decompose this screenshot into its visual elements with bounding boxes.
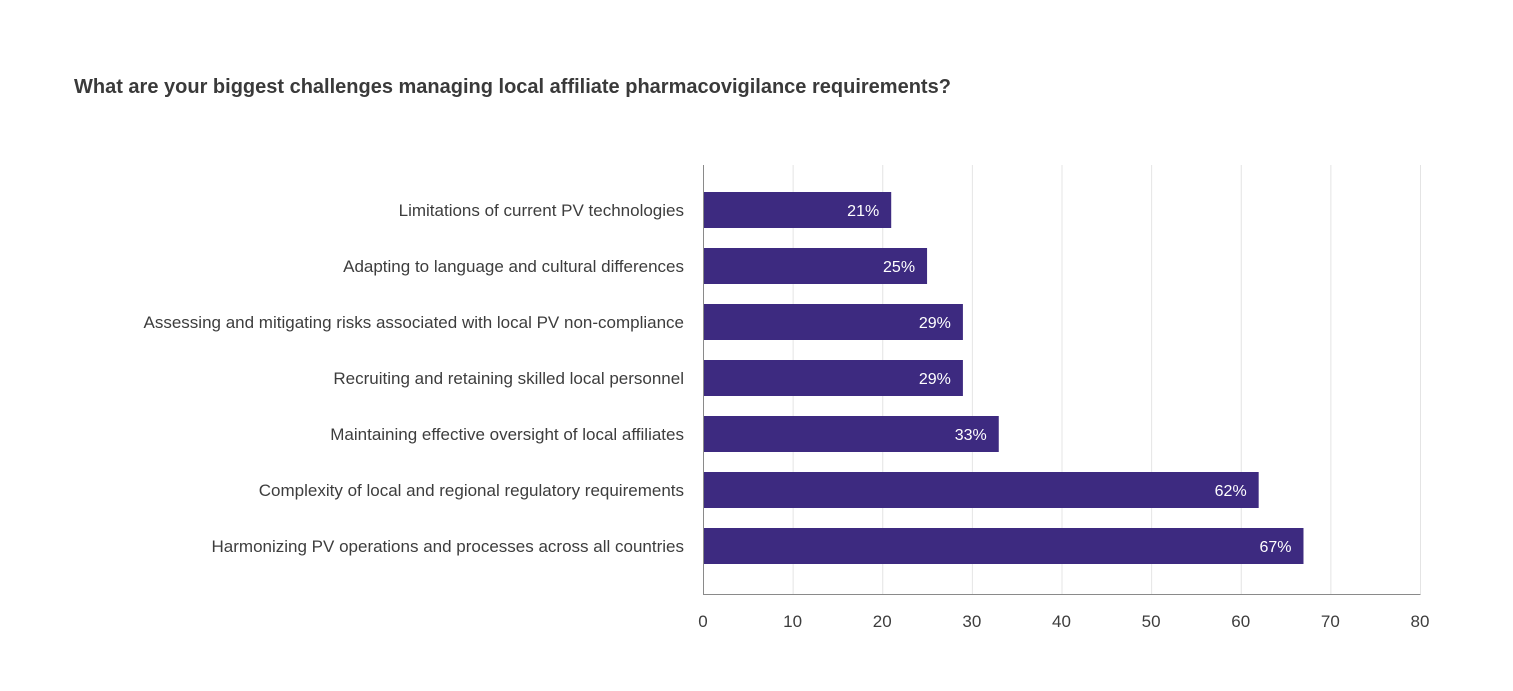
bar (703, 528, 1304, 564)
x-tick-label: 10 (783, 612, 802, 631)
bar (703, 472, 1259, 508)
bar (703, 416, 999, 452)
category-label: Recruiting and retaining skilled local p… (333, 369, 684, 388)
x-tick-label: 20 (873, 612, 892, 631)
x-tick-label: 50 (1142, 612, 1161, 631)
axes (703, 165, 1421, 595)
category-label: Complexity of local and regional regulat… (259, 481, 684, 500)
category-label: Maintaining effective oversight of local… (330, 425, 684, 444)
x-tick-label: 0 (698, 612, 707, 631)
x-tick-label: 60 (1231, 612, 1250, 631)
data-label: 25% (883, 259, 915, 276)
chart-title: What are your biggest challenges managin… (74, 76, 951, 98)
bar (703, 248, 928, 284)
labels: 0 10 20 30 40 50 60 70 80 Limitations of current … (144, 201, 1430, 631)
x-tick-label: 80 (1411, 612, 1430, 631)
data-label: 67% (1259, 539, 1291, 556)
data-label: 62% (1215, 483, 1247, 500)
x-tick-label: 70 (1321, 612, 1340, 631)
category-label: Limitations of current PV technologies (399, 201, 684, 220)
bar (703, 192, 892, 228)
category-label: Assessing and mitigating risks associate… (144, 313, 684, 332)
category-label: Adapting to language and cultural differ… (343, 257, 684, 276)
bars (703, 192, 1304, 564)
x-tick-label: 30 (962, 612, 981, 631)
data-label: 33% (955, 427, 987, 444)
bar (703, 360, 963, 396)
data-label: 29% (919, 315, 951, 332)
category-label: Harmonizing PV operations and processes … (212, 537, 684, 556)
bar (703, 304, 963, 340)
data-label: 29% (919, 371, 951, 388)
data-label: 21% (847, 203, 879, 220)
x-tick-label: 40 (1052, 612, 1071, 631)
